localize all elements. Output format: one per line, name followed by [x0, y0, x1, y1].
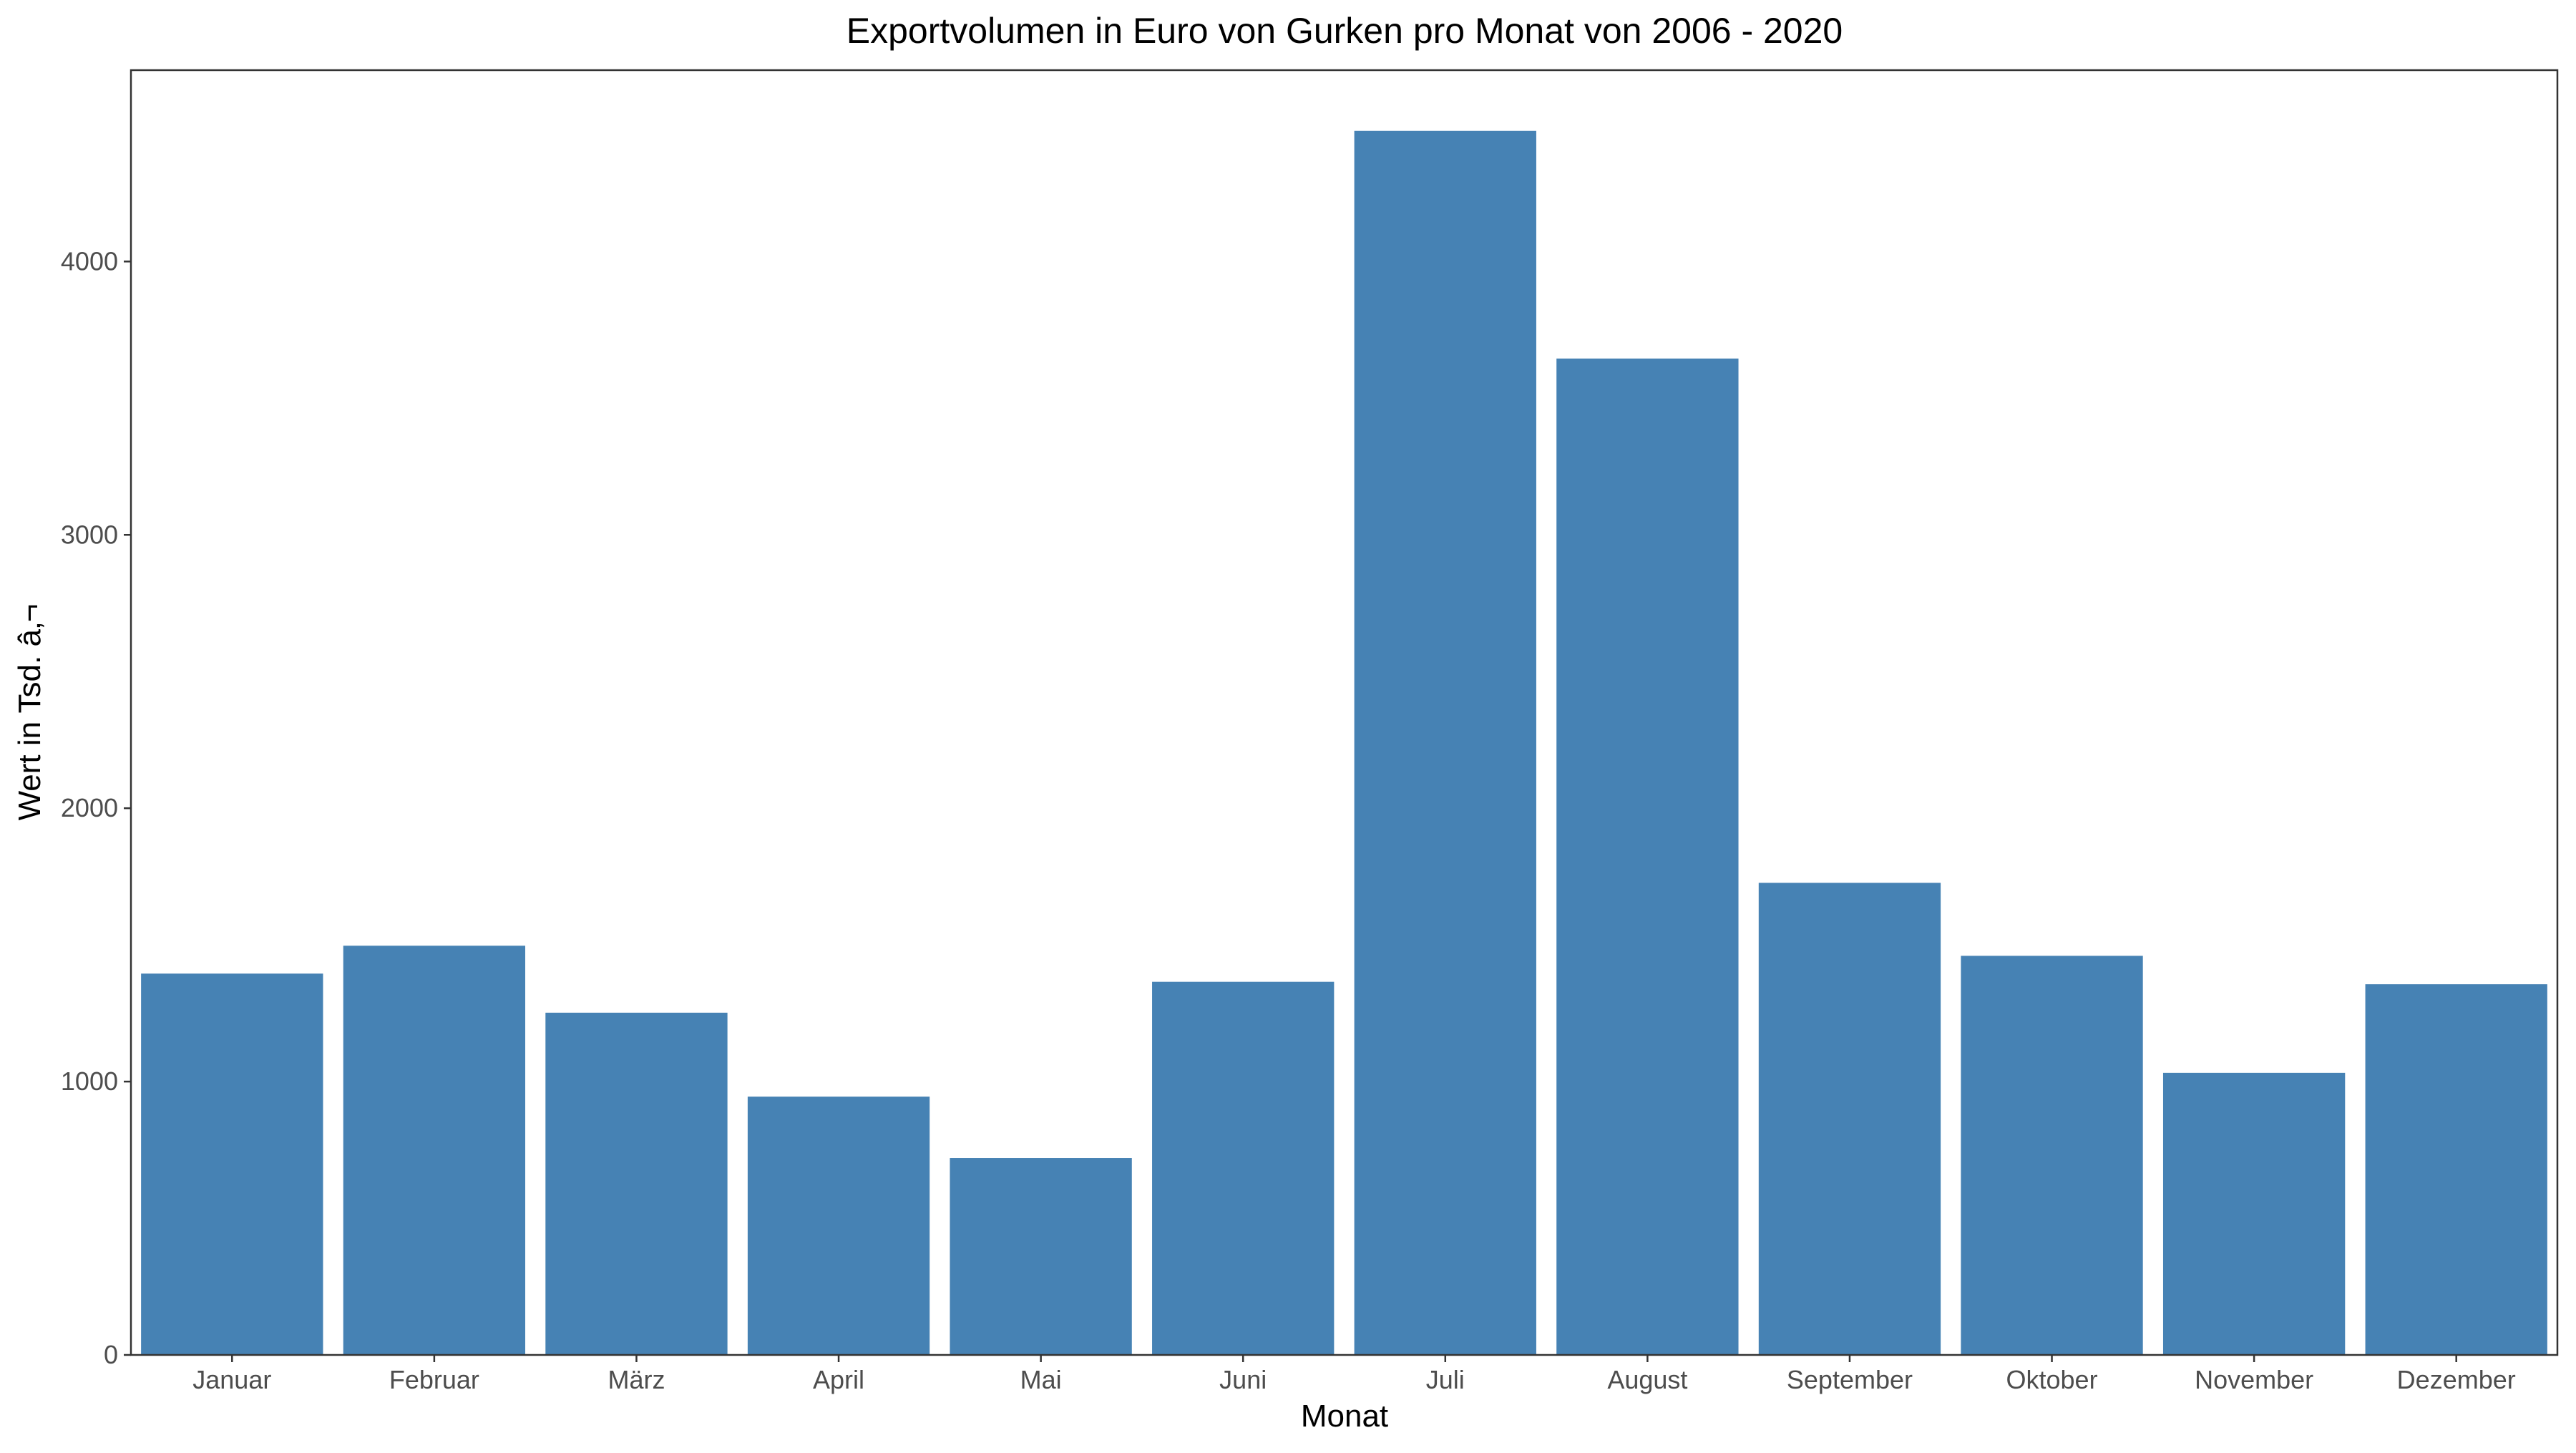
bar-april — [747, 1097, 930, 1355]
bar-juli — [1354, 130, 1536, 1355]
y-tick-label: 3000 — [61, 520, 118, 549]
x-tick-label: Februar — [389, 1365, 479, 1394]
x-tick-label: August — [1607, 1365, 1687, 1394]
bar-dezember — [2365, 984, 2547, 1355]
bar-juni — [1152, 981, 1335, 1355]
x-tick-label: Juni — [1219, 1365, 1267, 1394]
plot-panel-border — [130, 69, 2559, 1356]
bar-februar — [343, 946, 526, 1355]
x-axis-title: Monat — [1301, 1399, 1388, 1434]
bar-november — [2162, 1072, 2346, 1355]
y-tick-label: 1000 — [61, 1066, 118, 1096]
bar-august — [1556, 358, 1739, 1355]
x-tick-label: September — [1787, 1365, 1913, 1394]
bar-januar — [141, 973, 323, 1355]
x-tick-label: Dezember — [2397, 1365, 2516, 1394]
x-tick-label: Oktober — [2006, 1365, 2098, 1394]
x-tick-label: Juli — [1426, 1365, 1465, 1394]
x-tick-label: Januar — [192, 1365, 271, 1394]
y-tick-label: 2000 — [61, 793, 118, 822]
x-tick-label: März — [608, 1365, 665, 1394]
x-axis: Januar Februar März April Mai Juni Juli August S… — [192, 1355, 2516, 1394]
y-axis: 0 1000 2000 3000 4000 — [61, 246, 131, 1369]
bar-september — [1758, 883, 1941, 1355]
x-tick-label: November — [2195, 1365, 2313, 1394]
y-tick-label: 0 — [104, 1340, 118, 1369]
bar-mai — [950, 1158, 1132, 1355]
bar-märz — [545, 1012, 728, 1355]
x-tick-label: Mai — [1020, 1365, 1062, 1394]
chart-title: Exportvolumen in Euro von Gurken pro Mon… — [847, 11, 1843, 51]
y-axis-title: Wert in Tsd. â‚¬ — [12, 604, 47, 821]
bar-oktober — [1961, 956, 2143, 1355]
y-tick-label: 4000 — [61, 246, 118, 276]
x-tick-label: April — [813, 1365, 864, 1394]
bars-layer — [141, 130, 2547, 1355]
